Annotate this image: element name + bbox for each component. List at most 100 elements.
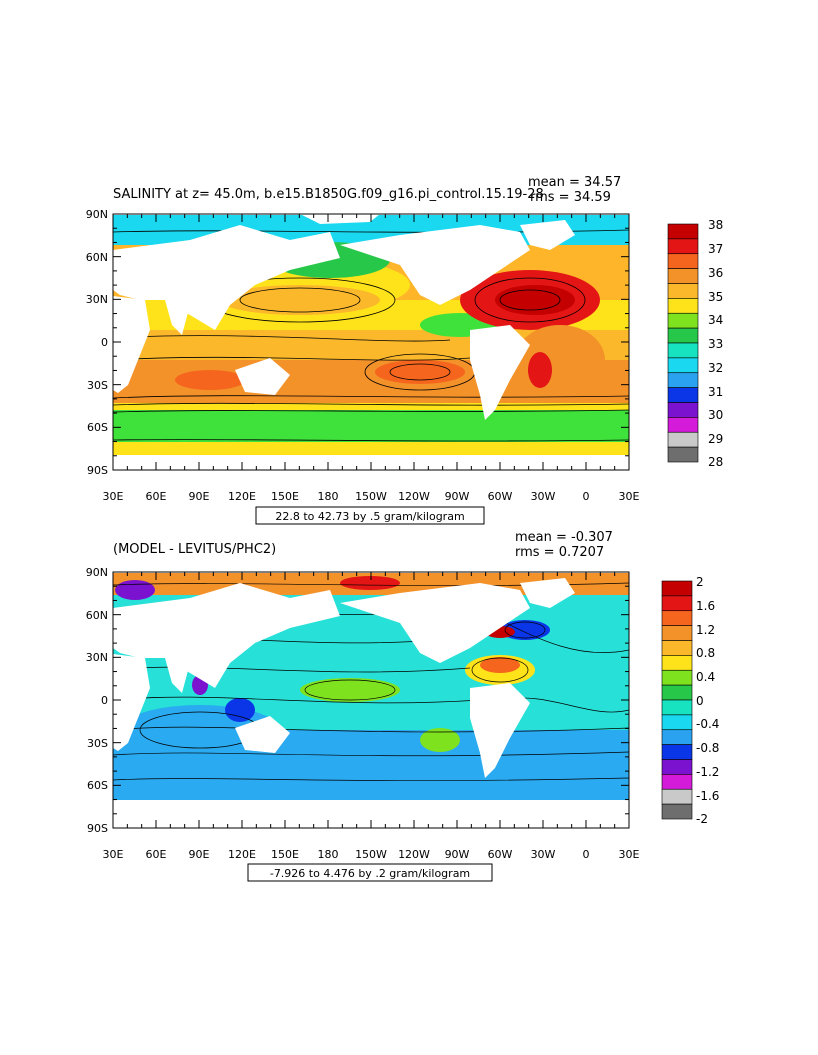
top-y-axis: 90N 60N 30N 0 30S 60S 90S [86,208,108,477]
colorbar-swatch [661,684,693,701]
bottom-panel-title: (MODEL - LEVITUS/PHC2) [113,542,276,557]
top-y-tick: 90S [87,464,108,477]
bottom-colorbar-label: 1.2 [696,623,715,637]
colorbar-swatch [667,327,699,344]
bottom-panel: (MODEL - LEVITUS/PHC2) mean = -0.307 rms… [86,530,719,882]
bottom-x-tick: 30W [531,848,556,861]
bottom-colorbar-label: -1.2 [696,765,719,779]
top-colorbar-label: 29 [708,432,723,446]
top-colorbar-label: 37 [708,242,723,256]
bottom-x-tick: 90W [445,848,470,861]
top-x-tick: 90W [445,490,470,503]
colorbar-swatch [661,669,693,686]
top-y-tick: 60S [87,421,108,434]
top-range-box [255,506,485,525]
top-x-tick: 150E [271,490,299,503]
colorbar-swatch [661,699,693,716]
colorbar-swatch [667,283,699,299]
bottom-colorbar-labels: 2 1.6 1.2 0.8 0.4 0 -0.4 -0.8 -1.2 -1.6 … [696,575,719,826]
bottom-range-label: -7.926 to 4.476 by .2 gram/kilogram [270,867,470,880]
bottom-x-tick: 120E [228,848,256,861]
bottom-x-tick: 150E [271,848,299,861]
top-panel: SALINITY at z= 45.0m, b.e15.B1850G.f09_g… [86,175,723,525]
top-x-tick: 180 [318,490,339,503]
top-x-tick: 30E [103,490,124,503]
bottom-x-tick: 120W [398,848,430,861]
top-panel-mean: mean = 34.57 [528,175,621,190]
top-x-tick: 120W [398,490,430,503]
colorbar-swatch [667,417,699,433]
bottom-colorbar-label: 0 [696,694,704,708]
colorbar-swatch [661,788,693,805]
top-colorbar-label: 32 [708,361,723,375]
bottom-colorbar-label: 2 [696,575,704,589]
bottom-x-tick: 30E [103,848,124,861]
colorbar-swatch [667,268,699,284]
top-panel-title: SALINITY at z= 45.0m, b.e15.B1850G.f09_g… [113,187,544,202]
top-x-tick: 30W [531,490,556,503]
top-x-tick: 60E [146,490,167,503]
colorbar-swatch [661,640,693,656]
top-map [112,213,630,471]
top-colorbar-label: 34 [708,313,723,327]
top-colorbar-label: 31 [708,385,723,399]
bottom-y-tick: 60S [87,779,108,792]
bottom-colorbar-label: -0.4 [696,717,719,731]
colorbar-swatch [661,744,693,760]
top-colorbar-labels: 38 37 36 35 34 33 32 31 30 29 28 [708,218,723,469]
top-colorbar-label: 38 [708,218,723,232]
bottom-y-tick: 60N [86,609,108,622]
colorbar-swatch [667,238,699,255]
colorbar-swatch [661,595,693,612]
colorbar-swatch [661,774,693,790]
bottom-colorbar-label: 1.6 [696,599,715,613]
bottom-colorbar-label: -0.8 [696,741,719,755]
colorbar-swatch [667,431,699,448]
bottom-x-tick: 60W [488,848,513,861]
top-southern-ocean [113,410,629,442]
top-y-tick: 30S [87,379,108,392]
colorbar-swatch [667,342,699,359]
top-range-label: 22.8 to 42.73 by .5 gram/kilogram [275,510,464,523]
bottom-range-box [247,863,493,882]
bottom-colorbar-label: -1.6 [696,789,719,803]
colorbar-swatch [661,759,693,775]
colorbar-swatch [661,714,693,731]
colorbar-swatch [667,446,699,463]
top-x-tick: 150W [355,490,387,503]
bottom-y-tick: 90N [86,566,108,579]
colorbar-swatch [667,372,699,388]
bottom-colorbar-label: 0.4 [696,670,715,684]
colorbar-swatch [661,729,693,745]
top-x-tick: 60W [488,490,513,503]
bottom-y-tick: 30N [86,651,108,664]
bottom-colorbar [661,580,693,820]
colorbar-swatch [661,803,693,820]
top-colorbar-label: 33 [708,337,723,351]
top-colorbar [667,223,699,463]
colorbar-swatch [667,253,699,269]
top-y-tick: 30N [86,293,108,306]
top-x-axis: 30E 60E 90E 120E 150E 180 150W 120W 90W … [103,490,640,503]
bottom-x-tick: 30E [619,848,640,861]
top-colorbar-label: 36 [708,266,723,280]
top-colorbar-label: 28 [708,455,723,469]
bottom-y-tick: 0 [101,694,108,707]
top-x-tick: 90E [189,490,210,503]
bottom-panel-mean: mean = -0.307 [515,530,613,545]
bottom-x-tick: 90E [189,848,210,861]
top-y-tick: 60N [86,251,108,264]
top-x-tick: 30E [619,490,640,503]
colorbar-swatch [667,223,699,240]
bottom-x-axis: 30E 60E 90E 120E 150E 180 150W 120W 90W … [103,848,640,861]
bottom-panel-rms: rms = 0.7207 [515,545,604,560]
colorbar-swatch [661,655,693,671]
colorbar-swatch [667,402,699,418]
bottom-y-tick: 90S [87,822,108,835]
colorbar-swatch [667,387,699,403]
colorbar-swatch [661,580,693,597]
bottom-y-tick: 30S [87,737,108,750]
top-y-tick: 90N [86,208,108,221]
bottom-map [112,571,630,829]
